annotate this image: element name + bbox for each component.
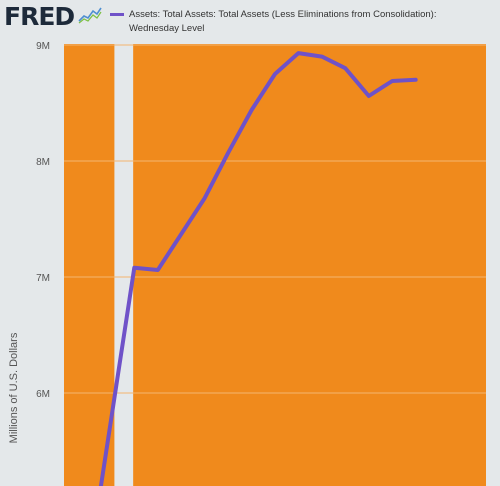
y-tick-label: 6M	[36, 389, 50, 400]
series-line-0	[98, 51, 418, 486]
plot-area	[64, 44, 486, 486]
fred-logo: FRED	[4, 2, 75, 31]
y-axis-ticks: 6M 7M 8M 9M	[36, 41, 50, 400]
recession-shading	[114, 44, 134, 486]
y-axis-title: Millions of U.S. Dollars	[8, 332, 20, 443]
legend-series-name: Assets: Total Assets: Total Assets (Less…	[129, 9, 437, 34]
series-layer	[98, 51, 418, 486]
y-tick-label: 8M	[36, 157, 50, 168]
fred-sparkline-icon	[78, 7, 102, 24]
y-tick-label: 7M	[36, 273, 50, 284]
legend-swatch	[110, 13, 124, 16]
chart-header: FRED Assets: Total Assets: Total Assets …	[0, 0, 500, 44]
y-tick-label: 9M	[36, 41, 50, 52]
